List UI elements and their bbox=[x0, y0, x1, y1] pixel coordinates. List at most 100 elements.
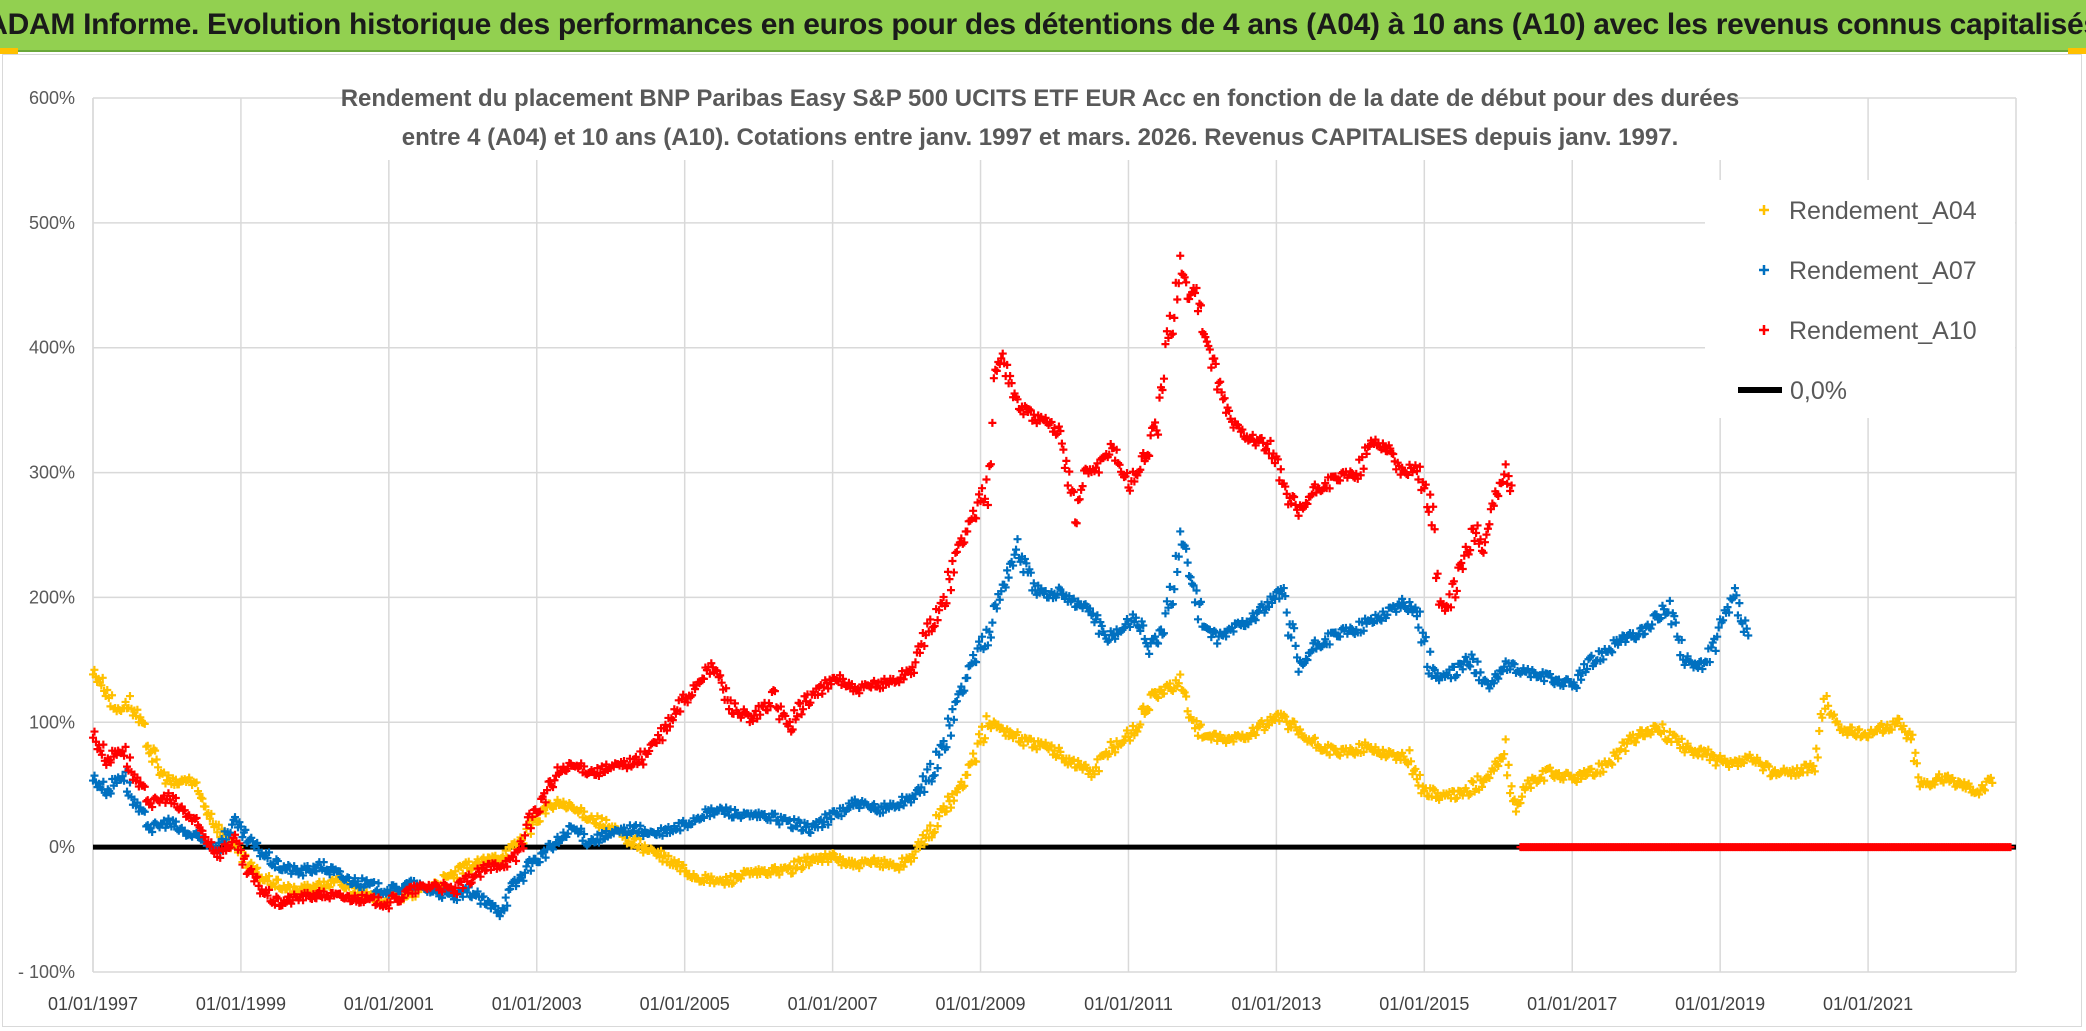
data-point bbox=[1396, 603, 1405, 612]
data-point bbox=[501, 893, 510, 902]
data-point bbox=[1452, 793, 1461, 802]
data-point bbox=[1614, 640, 1623, 649]
data-point bbox=[1935, 770, 1944, 779]
data-point bbox=[384, 904, 393, 913]
legend-marker-a07 bbox=[1759, 265, 1769, 275]
data-point bbox=[620, 823, 629, 832]
data-point bbox=[1739, 759, 1748, 768]
data-point bbox=[1183, 707, 1192, 716]
data-point bbox=[952, 697, 961, 706]
data-point bbox=[1930, 780, 1939, 789]
data-point bbox=[1290, 493, 1299, 502]
data-point bbox=[1482, 530, 1491, 539]
data-point bbox=[1461, 652, 1470, 661]
data-point bbox=[983, 500, 992, 509]
data-point bbox=[1608, 760, 1617, 769]
data-point bbox=[1029, 579, 1038, 588]
data-point bbox=[1507, 481, 1516, 490]
data-point bbox=[963, 673, 972, 682]
data-point bbox=[1733, 611, 1742, 620]
data-point bbox=[992, 366, 1001, 375]
data-point bbox=[1830, 710, 1839, 719]
data-point bbox=[1824, 701, 1833, 710]
data-point bbox=[195, 789, 204, 798]
data-point bbox=[151, 746, 160, 755]
data-point bbox=[958, 539, 967, 548]
data-point bbox=[580, 762, 589, 771]
data-point bbox=[464, 870, 473, 879]
data-point bbox=[1310, 733, 1319, 742]
data-point bbox=[1559, 775, 1568, 784]
data-point bbox=[1091, 463, 1100, 472]
data-point bbox=[125, 753, 134, 762]
data-point bbox=[880, 855, 889, 864]
data-point bbox=[1248, 430, 1257, 439]
data-point bbox=[139, 806, 148, 815]
data-point bbox=[1222, 738, 1231, 747]
data-point bbox=[1213, 385, 1222, 394]
banner-accent-left bbox=[0, 48, 18, 54]
data-point bbox=[855, 804, 864, 813]
data-point bbox=[1140, 634, 1149, 643]
data-point bbox=[1606, 759, 1615, 768]
data-point bbox=[1988, 778, 1997, 787]
data-point bbox=[1850, 731, 1859, 740]
data-point bbox=[935, 606, 944, 615]
data-point bbox=[99, 777, 108, 786]
data-point bbox=[713, 666, 722, 675]
data-point bbox=[1165, 582, 1174, 591]
data-point bbox=[909, 794, 918, 803]
data-point bbox=[909, 853, 918, 862]
data-point bbox=[1478, 782, 1486, 791]
data-point bbox=[273, 857, 282, 866]
data-point bbox=[1652, 723, 1661, 732]
data-point bbox=[541, 798, 550, 807]
data-point bbox=[265, 885, 274, 894]
legend-marker-a04 bbox=[1759, 205, 1769, 215]
data-point bbox=[1466, 789, 1475, 798]
data-point bbox=[1479, 548, 1488, 557]
data-point bbox=[1267, 454, 1276, 463]
data-point bbox=[909, 668, 918, 677]
data-point bbox=[1890, 720, 1899, 729]
data-point bbox=[975, 637, 984, 646]
data-point bbox=[942, 807, 951, 816]
data-point bbox=[263, 854, 272, 863]
data-point bbox=[813, 690, 822, 699]
data-point bbox=[1683, 739, 1692, 748]
data-point bbox=[1022, 559, 1031, 568]
data-point bbox=[526, 824, 535, 833]
data-point bbox=[1182, 692, 1191, 701]
data-point bbox=[975, 730, 984, 739]
data-point bbox=[730, 699, 739, 708]
x-tick-label: 01/01/2009 bbox=[935, 994, 1025, 1014]
data-point bbox=[1432, 574, 1441, 583]
data-point bbox=[549, 783, 558, 792]
data-point bbox=[1574, 671, 1583, 680]
data-point bbox=[1145, 706, 1154, 715]
data-point bbox=[1895, 715, 1904, 724]
data-point bbox=[781, 711, 790, 720]
data-point bbox=[205, 842, 214, 851]
data-point bbox=[1646, 624, 1655, 633]
data-point bbox=[133, 798, 142, 807]
data-point bbox=[520, 868, 529, 877]
data-point bbox=[228, 820, 237, 829]
data-point bbox=[1154, 639, 1163, 648]
data-point bbox=[1822, 692, 1831, 701]
data-point bbox=[353, 877, 362, 886]
data-point bbox=[528, 812, 537, 821]
data-point bbox=[1136, 626, 1145, 635]
data-point bbox=[1294, 667, 1303, 676]
data-point bbox=[1173, 567, 1182, 576]
data-point bbox=[1196, 301, 1205, 310]
data-point bbox=[1174, 552, 1183, 561]
data-point bbox=[679, 860, 688, 869]
data-point bbox=[522, 862, 531, 871]
data-point bbox=[452, 890, 461, 899]
data-point bbox=[1980, 786, 1989, 795]
data-point bbox=[670, 856, 679, 865]
data-point bbox=[1580, 660, 1589, 669]
data-point bbox=[978, 632, 987, 641]
data-point bbox=[1335, 751, 1344, 760]
